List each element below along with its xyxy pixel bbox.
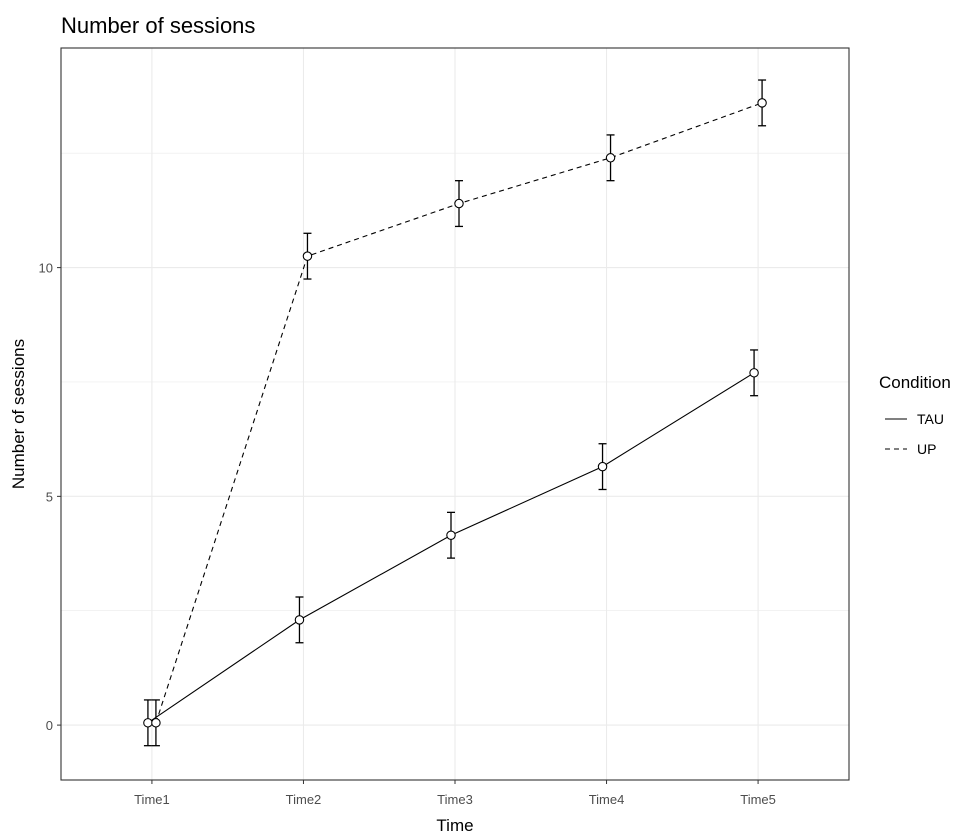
series-layer: [143, 79, 767, 747]
data-point-up: [605, 153, 616, 163]
legend-title: Condition: [879, 373, 951, 392]
data-point-tau: [446, 530, 456, 540]
series-tau: [143, 349, 759, 747]
plot-panel-border: [60, 47, 850, 781]
x-tick-label: Time1: [134, 792, 170, 807]
y-axis-ticks: 0 5 10: [39, 261, 61, 733]
data-point-tau: [749, 368, 759, 378]
legend-label-up: UP: [917, 441, 936, 457]
y-tick-label: 5: [46, 489, 53, 504]
grid: [61, 48, 849, 780]
data-point-up: [151, 718, 161, 728]
x-tick-label: Time4: [589, 792, 625, 807]
x-axis-ticks: Time1 Time2 Time3 Time4 Time5: [134, 780, 776, 807]
x-axis-title: Time: [436, 816, 473, 835]
x-tick-label: Time3: [437, 792, 473, 807]
legend-item-tau: TAU: [885, 411, 944, 427]
series-up: [151, 79, 767, 747]
data-point-tau: [597, 461, 608, 472]
data-point-tau: [294, 615, 305, 625]
y-tick-label: 10: [39, 261, 53, 276]
x-tick-label: Time2: [286, 792, 322, 807]
data-point-tau: [143, 718, 153, 728]
data-point-up: [454, 198, 464, 209]
data-point-up: [757, 98, 767, 108]
chart-title: Number of sessions: [61, 13, 255, 38]
x-tick-label: Time5: [740, 792, 776, 807]
y-axis-title: Number of sessions: [9, 339, 28, 489]
legend-label-tau: TAU: [917, 411, 944, 427]
y-tick-label: 0: [46, 718, 53, 733]
data-point-up: [302, 251, 313, 261]
legend: Condition TAU UP: [879, 373, 951, 457]
legend-item-up: UP: [885, 441, 936, 457]
